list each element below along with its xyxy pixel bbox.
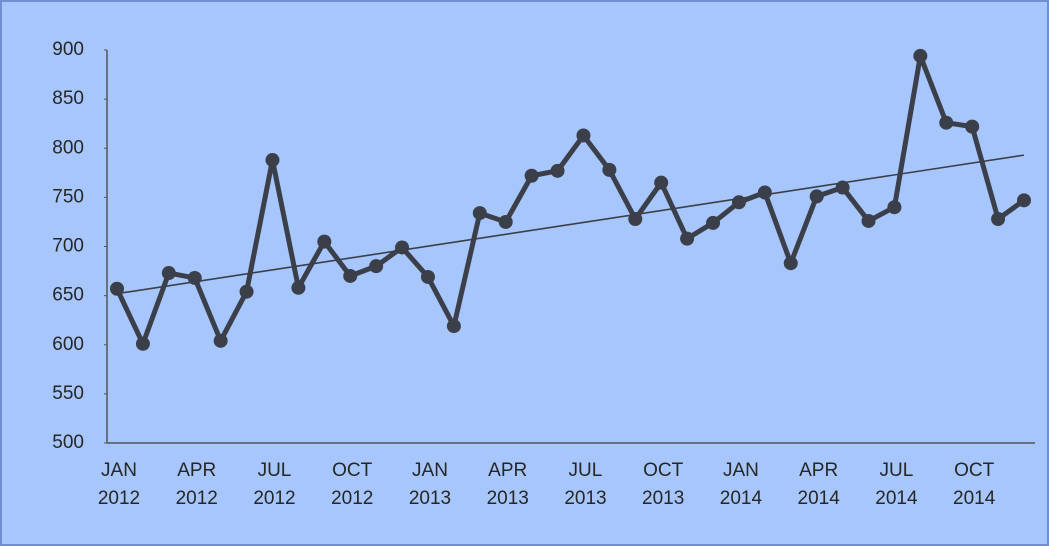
y-tick-label: 750 — [52, 186, 84, 207]
data-point — [317, 234, 332, 249]
data-point — [213, 333, 228, 348]
y-tick-label: 900 — [52, 39, 84, 60]
data-point — [1017, 193, 1031, 208]
x-tick-label: JUL 2014 — [875, 460, 918, 509]
data-point — [913, 48, 928, 63]
data-point — [395, 240, 410, 255]
y-tick-label: 850 — [52, 88, 84, 109]
y-tick-label: 600 — [52, 334, 84, 355]
data-point — [135, 336, 150, 351]
data-point — [239, 284, 254, 299]
data-point — [265, 153, 280, 168]
data-point — [783, 256, 798, 271]
y-tick-label: 650 — [52, 285, 84, 306]
data-point — [628, 211, 643, 226]
data-point — [602, 162, 617, 177]
data-point — [420, 269, 435, 284]
data-point — [887, 200, 902, 215]
data-point — [187, 270, 202, 285]
data-point — [576, 128, 591, 143]
data-point — [343, 268, 358, 283]
y-tick-label: 800 — [52, 137, 84, 158]
data-point — [861, 213, 876, 228]
data-point — [498, 214, 513, 229]
x-tick-label: JUL 2013 — [564, 460, 607, 509]
y-tick-label: 500 — [52, 432, 84, 453]
x-tick-label: JAN 2012 — [97, 460, 141, 509]
y-tick-label: 700 — [52, 236, 84, 257]
data-point — [524, 168, 539, 183]
data-point — [809, 189, 824, 204]
x-tick-label: OCT 2014 — [953, 460, 996, 509]
data-point — [110, 281, 124, 296]
data-point — [550, 163, 565, 178]
data-point — [161, 266, 176, 281]
data-point — [291, 280, 306, 295]
x-tick-label: OCT 2013 — [642, 460, 685, 509]
y-tick-label: 550 — [52, 383, 84, 404]
data-point — [654, 175, 669, 190]
x-tick-label: APR 2013 — [486, 460, 529, 509]
data-line — [114, 53, 1026, 347]
x-tick-label: OCT 2012 — [331, 460, 374, 509]
data-point — [731, 195, 746, 210]
data-point — [446, 319, 461, 334]
x-tick-label: JUL 2012 — [253, 460, 296, 509]
data-point — [835, 180, 850, 195]
x-tick-label: APR 2014 — [797, 460, 840, 509]
x-tick-label: JAN 2013 — [408, 460, 452, 509]
trend-line — [116, 154, 1025, 295]
x-tick-label: APR 2012 — [175, 460, 218, 509]
x-tick-label: JAN 2014 — [719, 460, 763, 509]
data-point — [369, 259, 384, 274]
data-point — [680, 231, 695, 246]
data-point — [706, 215, 721, 230]
data-point — [965, 119, 980, 134]
data-point — [991, 211, 1006, 226]
data-point — [939, 115, 954, 130]
data-point — [757, 185, 772, 200]
data-point — [472, 206, 487, 221]
